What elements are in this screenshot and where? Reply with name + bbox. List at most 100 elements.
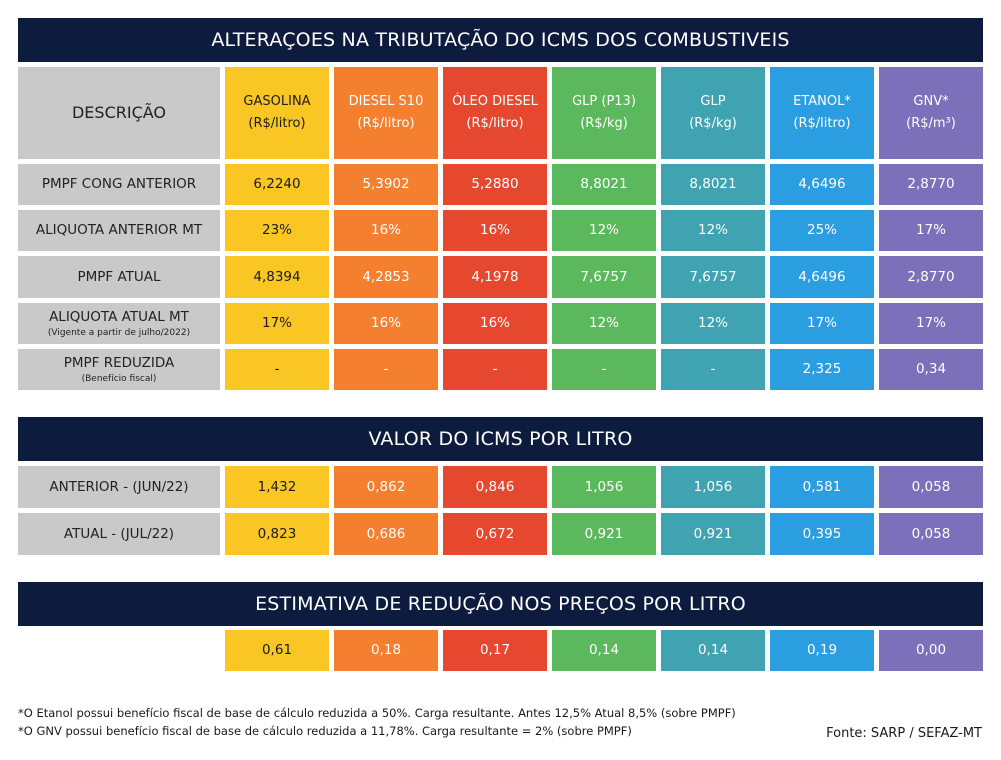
table-cell: 4,1978 xyxy=(443,256,547,298)
table-cell: 12% xyxy=(552,210,656,251)
section-title-estimativa: ESTIMATIVA DE REDUÇÃO NOS PREÇOS POR LIT… xyxy=(18,582,983,626)
table-cell: 17% xyxy=(879,303,983,344)
table-cell: 0,17 xyxy=(443,630,547,671)
column-unit: (R$/kg) xyxy=(689,116,737,131)
table-cell: 0,862 xyxy=(334,466,438,508)
row-label-aliquota-anterior: ALIQUOTA ANTERIOR MT xyxy=(18,210,220,251)
table-cell: 0,846 xyxy=(443,466,547,508)
row-label-pmpf-reduzida: PMPF REDUZIDA (Benefício fiscal) xyxy=(18,349,220,390)
row-label-pmpf-atual: PMPF ATUAL xyxy=(18,256,220,298)
row-label: ANTERIOR - (JUN/22) xyxy=(49,478,189,495)
row-label: ALIQUOTA ATUAL MT xyxy=(49,309,189,326)
column-header-glp-p13: GLP (P13) (R$/kg) xyxy=(552,67,656,159)
section-title-alteracoes: ALTERAÇOES NA TRIBUTAÇÃO DO ICMS DOS COM… xyxy=(18,18,983,62)
table-cell: 17% xyxy=(879,210,983,251)
column-unit: (R$/litro) xyxy=(357,116,415,131)
table-cell: 7,6757 xyxy=(552,256,656,298)
table-cell: 2,8770 xyxy=(879,164,983,205)
table-cell: 8,8021 xyxy=(661,164,765,205)
table-cell: 0,14 xyxy=(552,630,656,671)
row-sublabel: (Vigente a partir de julho/2022) xyxy=(47,328,191,339)
table-cell: 5,3902 xyxy=(334,164,438,205)
table-cell: 0,19 xyxy=(770,630,874,671)
row-label: PMPF REDUZIDA xyxy=(63,355,175,372)
table-cell: 0,672 xyxy=(443,513,547,555)
row-label-anterior-jun22: ANTERIOR - (JUN/22) xyxy=(18,466,220,508)
table-cell: 1,056 xyxy=(661,466,765,508)
row-label: ATUAL - (JUL/22) xyxy=(63,525,175,542)
table-cell: 25% xyxy=(770,210,874,251)
table-cell: 5,2880 xyxy=(443,164,547,205)
column-name: GLP (P13) xyxy=(572,93,636,109)
column-header-diesel-s10: DIESEL S10 (R$/litro) xyxy=(334,67,438,159)
footnote-etanol: *O Etanol possui benefício fiscal de bas… xyxy=(18,706,736,720)
column-unit: (R$/litro) xyxy=(248,116,306,131)
table-cell: 0,395 xyxy=(770,513,874,555)
table-cell: 0,61 xyxy=(225,630,329,671)
table-cell: 17% xyxy=(770,303,874,344)
column-header-descricao: DESCRIÇÃO xyxy=(18,67,220,159)
table-cell: 0,823 xyxy=(225,513,329,555)
table-cell: 12% xyxy=(661,303,765,344)
table-cell: 16% xyxy=(334,210,438,251)
table-cell: 23% xyxy=(225,210,329,251)
table-cell: 8,8021 xyxy=(552,164,656,205)
source-credit: Fonte: SARP / SEFAZ-MT xyxy=(826,726,982,741)
table-cell: 0,00 xyxy=(879,630,983,671)
table-cell: 4,6496 xyxy=(770,164,874,205)
column-unit: (R$/m³) xyxy=(906,116,956,131)
table-cell: - xyxy=(443,349,547,390)
table-cell: 7,6757 xyxy=(661,256,765,298)
table-cell: - xyxy=(225,349,329,390)
table-cell: 1,056 xyxy=(552,466,656,508)
column-unit: (R$/kg) xyxy=(580,116,628,131)
column-header-etanol: ETANOL* (R$/litro) xyxy=(770,67,874,159)
table-cell: 0,921 xyxy=(552,513,656,555)
table-cell: 0,686 xyxy=(334,513,438,555)
row-label: ALIQUOTA ANTERIOR MT xyxy=(35,222,203,239)
table-cell: 17% xyxy=(225,303,329,344)
table-cell: 12% xyxy=(552,303,656,344)
table-cell: 4,2853 xyxy=(334,256,438,298)
column-header-gnv: GNV* (R$/m³) xyxy=(879,67,983,159)
table-cell: - xyxy=(552,349,656,390)
column-header-oleo-diesel: ÓLEO DIESEL (R$/litro) xyxy=(443,67,547,159)
table-cell: 0,058 xyxy=(879,466,983,508)
table-cell: 0,921 xyxy=(661,513,765,555)
footnote-gnv: *O GNV possui benefício fiscal de base d… xyxy=(18,724,632,738)
table-cell: 0,34 xyxy=(879,349,983,390)
table-cell: 12% xyxy=(661,210,765,251)
table-cell: 6,2240 xyxy=(225,164,329,205)
row-label: PMPF ATUAL xyxy=(77,268,161,285)
column-unit: (R$/litro) xyxy=(793,116,851,131)
column-name: GNV* xyxy=(913,93,949,109)
table-cell: 4,8394 xyxy=(225,256,329,298)
column-header-glp: GLP (R$/kg) xyxy=(661,67,765,159)
table-cell: 1,432 xyxy=(225,466,329,508)
column-name: GLP xyxy=(700,93,726,109)
table-cell: 0,14 xyxy=(661,630,765,671)
table-cell: 0,18 xyxy=(334,630,438,671)
table-cell: - xyxy=(334,349,438,390)
table-cell: 2,325 xyxy=(770,349,874,390)
column-name: GASOLINA xyxy=(243,93,311,109)
column-name: DIESEL S10 xyxy=(348,93,424,109)
table-cell: 16% xyxy=(443,303,547,344)
column-unit: (R$/litro) xyxy=(466,116,524,131)
table-cell: 4,6496 xyxy=(770,256,874,298)
column-name: ETANOL* xyxy=(793,93,851,109)
row-sublabel: (Benefício fiscal) xyxy=(81,374,157,385)
table-cell: 2,8770 xyxy=(879,256,983,298)
row-label-pmpf-cong-anterior: PMPF CONG ANTERIOR xyxy=(18,164,220,205)
table-cell: 16% xyxy=(334,303,438,344)
row-label-aliquota-atual: ALIQUOTA ATUAL MT (Vigente a partir de ju… xyxy=(18,303,220,344)
section-title-valor-icms: VALOR DO ICMS POR LITRO xyxy=(18,417,983,461)
column-header-gasolina: GASOLINA (R$/litro) xyxy=(225,67,329,159)
row-label-atual-jul22: ATUAL - (JUL/22) xyxy=(18,513,220,555)
table-cell: 0,581 xyxy=(770,466,874,508)
row-label: PMPF CONG ANTERIOR xyxy=(41,176,197,193)
table-cell: 0,058 xyxy=(879,513,983,555)
column-name: ÓLEO DIESEL xyxy=(452,93,538,109)
table-cell: 16% xyxy=(443,210,547,251)
table-cell: - xyxy=(661,349,765,390)
